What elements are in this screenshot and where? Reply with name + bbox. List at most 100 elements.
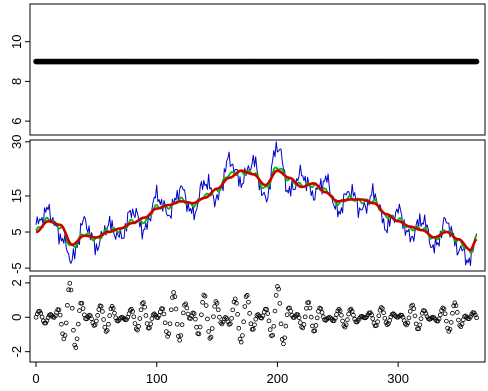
- point: [82, 312, 87, 318]
- point: [288, 308, 293, 314]
- y-tick-label: -5: [9, 262, 24, 274]
- point: [73, 345, 79, 350]
- point: [454, 310, 460, 315]
- point: [314, 315, 320, 321]
- point: [308, 314, 314, 320]
- point: [447, 327, 453, 332]
- point: [276, 286, 281, 292]
- point: [173, 306, 179, 312]
- point: [164, 329, 169, 334]
- point: [313, 323, 319, 328]
- point: [463, 313, 468, 319]
- point: [349, 308, 355, 314]
- point: [375, 319, 380, 324]
- point: [142, 304, 147, 310]
- point: [448, 320, 454, 325]
- point: [331, 318, 337, 323]
- point: [161, 311, 167, 317]
- point: [168, 307, 174, 313]
- point: [72, 342, 77, 348]
- point: [246, 299, 251, 305]
- point: [355, 318, 361, 323]
- point: [302, 314, 308, 320]
- point: [232, 296, 238, 302]
- point: [178, 333, 184, 338]
- point: [244, 293, 250, 298]
- point: [235, 312, 240, 317]
- point: [182, 302, 187, 308]
- point: [166, 331, 172, 337]
- point: [230, 307, 236, 313]
- point: [59, 321, 64, 327]
- point: [139, 301, 145, 306]
- point: [68, 287, 74, 293]
- point: [54, 310, 59, 315]
- point: [411, 306, 417, 311]
- point: [124, 317, 129, 322]
- point: [94, 318, 99, 324]
- point: [165, 334, 170, 339]
- point: [217, 314, 222, 320]
- point: [407, 309, 413, 314]
- point: [273, 293, 279, 298]
- point: [363, 315, 368, 321]
- point: [250, 326, 256, 332]
- point: [177, 338, 182, 343]
- point: [208, 334, 214, 340]
- point: [417, 322, 423, 328]
- point: [147, 325, 152, 331]
- point: [388, 314, 394, 320]
- point: [45, 315, 51, 320]
- point: [75, 321, 81, 327]
- point: [458, 324, 464, 329]
- point: [63, 320, 69, 326]
- point: [283, 323, 289, 329]
- point: [275, 284, 280, 289]
- point: [184, 305, 190, 311]
- point: [212, 304, 217, 309]
- point: [62, 333, 68, 338]
- point: [271, 323, 277, 329]
- point: [281, 341, 286, 347]
- point: [39, 314, 45, 320]
- point: [160, 306, 166, 312]
- point: [474, 315, 479, 320]
- point: [241, 319, 246, 325]
- point: [441, 306, 447, 312]
- point: [307, 305, 313, 311]
- point: [143, 313, 149, 318]
- y-tick-label: 30: [9, 135, 24, 149]
- point: [67, 281, 73, 286]
- point: [202, 293, 208, 299]
- point: [337, 308, 343, 314]
- point: [277, 301, 283, 306]
- point: [79, 300, 85, 306]
- point: [170, 295, 175, 300]
- point: [247, 311, 252, 316]
- point: [323, 318, 328, 323]
- point: [77, 308, 82, 313]
- point: [183, 301, 188, 307]
- point: [351, 312, 356, 318]
- point: [457, 323, 462, 328]
- point: [265, 311, 271, 316]
- point: [130, 309, 135, 314]
- point: [207, 336, 213, 341]
- point: [121, 316, 127, 322]
- bottom-scatter-points: [33, 281, 479, 350]
- point: [264, 307, 269, 312]
- point: [148, 321, 153, 327]
- point: [104, 328, 110, 333]
- point: [272, 308, 278, 314]
- point: [238, 339, 244, 345]
- point: [101, 317, 106, 322]
- point: [89, 316, 94, 322]
- point: [138, 307, 144, 313]
- point: [405, 320, 411, 326]
- point: [228, 321, 233, 327]
- point: [440, 305, 446, 311]
- point: [473, 312, 478, 318]
- point: [167, 321, 173, 327]
- point: [369, 312, 374, 317]
